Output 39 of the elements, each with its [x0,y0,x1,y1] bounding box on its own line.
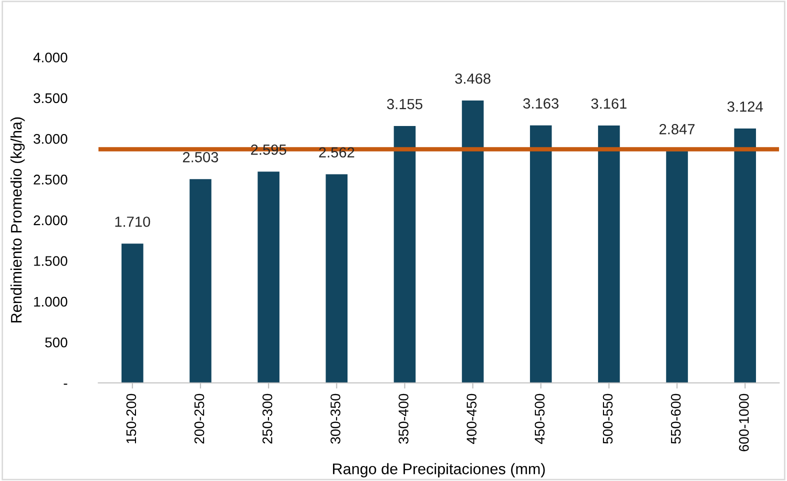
bar [530,125,552,383]
y-tick-label: 3.000 [34,134,68,144]
bar [394,126,416,383]
bar [598,126,620,383]
data-label: 3.124 [727,101,763,112]
y-tick-label: 500 [45,338,68,348]
x-tick-label: 600-1000 [738,394,749,452]
bar [122,244,144,383]
x-axis-title: Rango de Precipitaciones (mm) [333,463,545,478]
data-label: 3.161 [591,98,626,109]
data-label: 3.155 [387,98,422,110]
y-tick-label: 1.500 [34,256,68,266]
y-tick-label: 1.000 [34,296,68,307]
bar [190,179,212,383]
data-label: 3.468 [455,73,490,84]
x-tick-label: 350-400 [398,394,408,444]
x-tick-label: 300-350 [330,394,340,444]
x-tick-label: 150-200 [126,394,136,444]
y-tick-label: 3.500 [34,93,68,104]
x-tick-label: 550-600 [670,394,681,444]
y-tick-label: 4.000 [33,52,68,62]
data-label: 2.847 [660,124,695,134]
x-tick-label: 250-300 [262,394,272,444]
data-label: 3.163 [523,98,558,109]
x-tick-label: 450-500 [534,394,545,444]
y-axis-title: Rendimiento Promedio (kg/ha) [10,117,25,322]
bar [734,128,756,383]
bar [666,151,688,383]
y-tick-label: 2.000 [34,215,68,226]
data-label: 2.503 [182,152,218,162]
bar [462,100,484,383]
y-tick-label: 2.500 [34,174,68,185]
x-tick-label: 200-250 [194,394,204,444]
bar [326,174,348,383]
y-tick-label: - [64,384,68,385]
bar [258,172,280,383]
x-tick-label: 500-550 [602,394,613,444]
x-tick-label: 400-450 [466,394,477,444]
data-label: 1.710 [115,216,150,227]
